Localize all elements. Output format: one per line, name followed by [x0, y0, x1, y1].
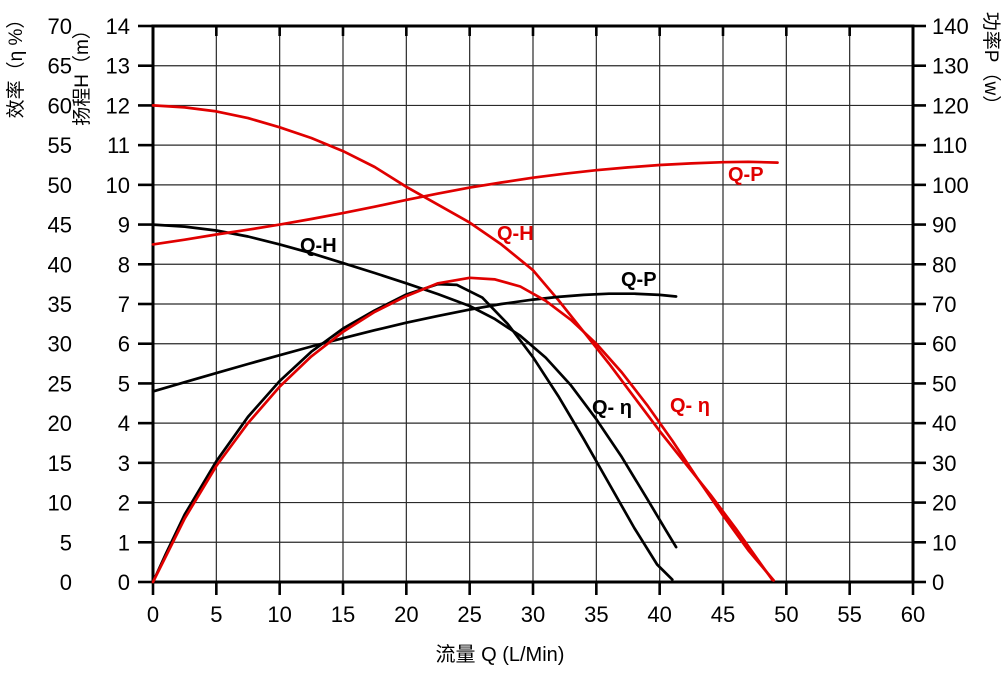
axis-titles: 流量 Q (L/Min) 效率（η %） 扬程H（m） 功率P（w） — [5, 10, 1002, 666]
head-tick-label: 0 — [118, 570, 130, 595]
power-tick-label: 100 — [932, 173, 969, 198]
efficiency-tick-label: 30 — [48, 332, 72, 357]
power-tick-label: 0 — [932, 570, 944, 595]
curve-Q-eta-black — [151, 282, 674, 584]
head-tick-label: 9 — [118, 213, 130, 238]
series-curves — [151, 104, 779, 584]
head-tick-label: 6 — [118, 332, 130, 357]
power-tick-label: 10 — [932, 530, 956, 555]
axis-ticks: 0 5 10 15 20 25 30 35 40 45 50 55 600123456789101112… — [48, 14, 969, 627]
x-tick-label: 10 — [267, 602, 291, 627]
x-tick-label: 15 — [331, 602, 355, 627]
head-tick-label: 13 — [106, 54, 130, 79]
curve-labels: Q-H Q-H Q-P Q-P Q- η Q- η — [300, 164, 764, 419]
curve-label: Q-P — [728, 164, 764, 186]
head-tick-label: 10 — [106, 173, 130, 198]
head-tick-label: 14 — [106, 14, 130, 39]
x-tick-label: 45 — [711, 602, 735, 627]
head-tick-label: 7 — [118, 292, 130, 317]
curve-label: Q- η — [670, 395, 710, 417]
efficiency-tick-label: 5 — [60, 530, 72, 555]
curve-label: Q-H — [497, 223, 534, 245]
head-tick-label: 4 — [118, 411, 130, 436]
x-tick-label: 5 — [210, 602, 222, 627]
curve-label: Q-H — [300, 235, 337, 257]
grid — [153, 26, 913, 582]
curve-label: Q-P — [621, 269, 657, 291]
head-tick-label: 5 — [118, 371, 130, 396]
head-tick-label: 11 — [107, 133, 130, 158]
power-tick-label: 110 — [932, 133, 967, 158]
efficiency-tick-label: 15 — [48, 451, 72, 476]
x-tick-label: 0 — [147, 602, 159, 627]
head-tick-label: 2 — [118, 491, 130, 516]
efficiency-tick-label: 20 — [48, 411, 72, 436]
efficiency-tick-label: 65 — [48, 54, 72, 79]
x-tick-label: 35 — [584, 602, 608, 627]
efficiency-tick-label: 0 — [60, 570, 72, 595]
power-tick-label: 30 — [932, 451, 956, 476]
efficiency-tick-label: 60 — [48, 93, 72, 118]
head-tick-label: 8 — [118, 252, 130, 277]
power-tick-label: 60 — [932, 332, 956, 357]
power-tick-label: 90 — [932, 213, 956, 238]
x-tick-label: 40 — [647, 602, 671, 627]
efficiency-axis-title: 效率（η %） — [5, 10, 27, 119]
efficiency-tick-label: 25 — [48, 371, 72, 396]
efficiency-tick-label: 70 — [48, 14, 72, 39]
x-tick-label: 30 — [521, 602, 545, 627]
power-tick-label: 120 — [932, 93, 969, 118]
curve-Q-H-black — [151, 223, 678, 549]
x-tick-label: 50 — [774, 602, 798, 627]
curve-label: Q- η — [592, 397, 632, 419]
power-tick-label: 70 — [932, 292, 956, 317]
power-tick-label: 50 — [932, 371, 956, 396]
power-tick-label: 140 — [932, 14, 969, 39]
efficiency-tick-label: 35 — [48, 292, 72, 317]
x-axis-title: 流量 Q (L/Min) — [436, 643, 565, 666]
x-tick-label: 20 — [394, 602, 418, 627]
efficiency-tick-label: 50 — [48, 173, 72, 198]
curve-Q-H-red — [151, 104, 774, 582]
power-tick-label: 40 — [932, 411, 956, 436]
curve-Q-eta-red — [151, 276, 776, 584]
curve-Q-P-black — [151, 292, 678, 393]
power-axis-title: 功率P（w） — [980, 12, 1002, 114]
efficiency-tick-label: 45 — [48, 213, 72, 238]
curve-Q-P-red — [151, 160, 779, 246]
efficiency-tick-label: 10 — [48, 491, 72, 516]
power-tick-label: 130 — [932, 54, 969, 79]
head-tick-label: 12 — [106, 93, 130, 118]
efficiency-tick-label: 55 — [48, 133, 72, 158]
head-tick-label: 1 — [118, 530, 130, 555]
head-tick-label: 3 — [118, 451, 130, 476]
x-tick-label: 25 — [457, 602, 481, 627]
power-tick-label: 80 — [932, 252, 956, 277]
x-tick-label: 60 — [901, 602, 925, 627]
head-axis-title: 扬程H（m） — [71, 20, 93, 126]
power-tick-label: 20 — [932, 491, 956, 516]
efficiency-tick-label: 40 — [48, 252, 72, 277]
x-tick-label: 55 — [837, 602, 861, 627]
